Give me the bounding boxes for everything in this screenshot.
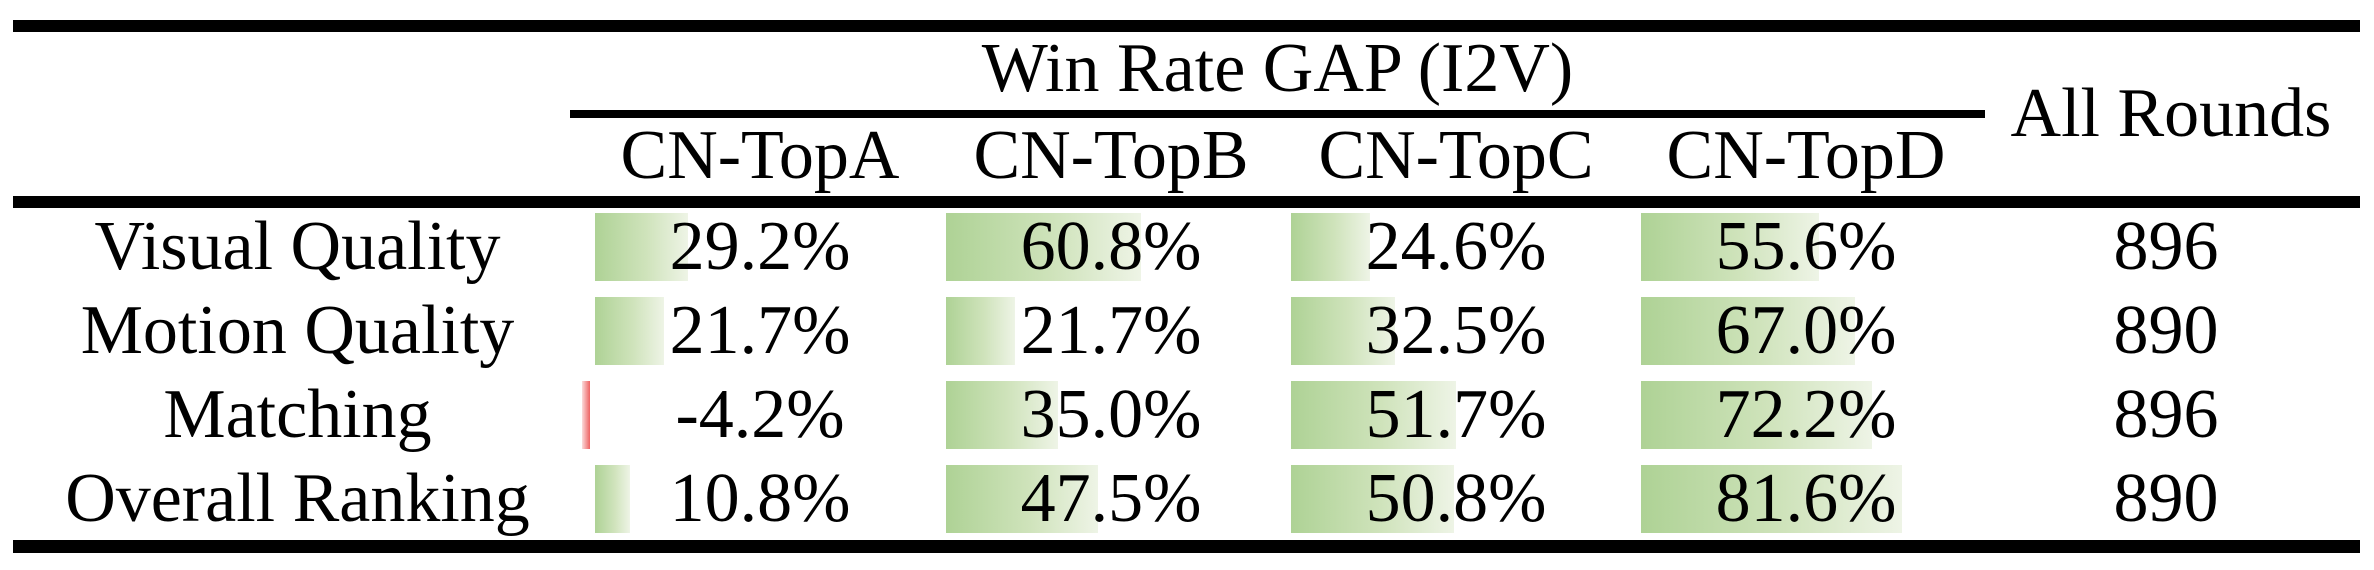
data-bar [1291, 213, 1370, 281]
cell-value: 67.0% [1715, 292, 1897, 369]
table-cell: 50.8% [1291, 457, 1621, 541]
all-rounds-value: 896 [2113, 208, 2219, 285]
table-cell: 67.0% [1641, 289, 1971, 373]
group-header-underline-rule [570, 110, 1985, 118]
data-bar [946, 213, 1141, 281]
cell-value: 29.2% [669, 208, 851, 285]
table-cell: 24.6% [1291, 205, 1621, 289]
data-bar [595, 213, 689, 281]
table-cell: 47.5% [946, 457, 1276, 541]
cell-value: 60.8% [1020, 208, 1202, 285]
column-header-cn-topd: CN-TopD [1666, 117, 1946, 194]
data-bar-negative [581, 381, 590, 449]
data-bar [1641, 213, 1819, 281]
table-top-rule [13, 20, 2360, 32]
table-cell: 81.6% [1641, 457, 1971, 541]
data-bar [595, 297, 665, 365]
data-bar [595, 465, 630, 533]
table-body: Visual Quality 29.2% 60.8% 24.6% 55.6% 8… [0, 205, 2374, 541]
column-header-cn-topa: CN-TopA [620, 117, 900, 194]
table-row-matching: Matching -4.2% 35.0% 51.7% 72.2% 896 [0, 373, 2374, 457]
cell-value: 32.5% [1365, 292, 1547, 369]
table-cell: 21.7% [946, 289, 1276, 373]
data-bar [946, 381, 1058, 449]
cell-value: 47.5% [1020, 460, 1202, 537]
table-cell: 21.7% [595, 289, 925, 373]
cell-value: 55.6% [1715, 208, 1897, 285]
column-header-cn-topb: CN-TopB [973, 117, 1249, 194]
table-row-motion-quality: Motion Quality 21.7% 21.7% 32.5% 67.0% 8… [0, 289, 2374, 373]
cell-value: 24.6% [1365, 208, 1547, 285]
row-label: Overall Ranking [65, 460, 530, 537]
data-bar [1291, 465, 1454, 533]
cell-value: 50.8% [1365, 460, 1547, 537]
table-bottom-rule [13, 540, 2360, 553]
all-rounds-value: 890 [2113, 460, 2219, 537]
row-label: Motion Quality [80, 292, 515, 369]
all-rounds-value: 896 [2113, 376, 2219, 453]
all-rounds-value: 890 [2113, 292, 2219, 369]
cell-value: -4.2% [675, 376, 845, 453]
cell-value: 21.7% [669, 292, 851, 369]
data-bar [946, 297, 1016, 365]
table-cell: 35.0% [946, 373, 1276, 457]
group-header-win-rate-gap: Win Rate GAP (I2V) [981, 30, 1574, 107]
table-cell: 60.8% [946, 205, 1276, 289]
table-cell: 55.6% [1641, 205, 1971, 289]
data-bar [1291, 297, 1395, 365]
data-bar [1291, 381, 1457, 449]
data-bar [1641, 381, 1873, 449]
table-cell: -4.2% [581, 373, 925, 457]
cell-value: 81.6% [1715, 460, 1897, 537]
data-bar [1641, 297, 1856, 365]
row-label: Visual Quality [94, 208, 501, 285]
data-bar [946, 465, 1098, 533]
cell-value: 10.8% [669, 460, 851, 537]
cell-value: 35.0% [1020, 376, 1202, 453]
table-cell: 72.2% [1641, 373, 1971, 457]
table-row-overall-ranking: Overall Ranking 10.8% 47.5% 50.8% 81.6% … [0, 457, 2374, 541]
table-row-visual-quality: Visual Quality 29.2% 60.8% 24.6% 55.6% 8… [0, 205, 2374, 289]
cell-value: 72.2% [1715, 376, 1897, 453]
cell-value: 21.7% [1020, 292, 1202, 369]
table-cell: 32.5% [1291, 289, 1621, 373]
data-bar [1641, 465, 1903, 533]
table-header-rule [13, 196, 2360, 208]
cell-value: 51.7% [1365, 376, 1547, 453]
column-header-cn-topc: CN-TopC [1318, 117, 1594, 194]
table-cell: 29.2% [595, 205, 925, 289]
row-label: Matching [163, 376, 432, 453]
table-cell: 51.7% [1291, 373, 1621, 457]
column-header-all-rounds: All Rounds [2010, 75, 2332, 152]
table-cell: 10.8% [595, 457, 925, 541]
